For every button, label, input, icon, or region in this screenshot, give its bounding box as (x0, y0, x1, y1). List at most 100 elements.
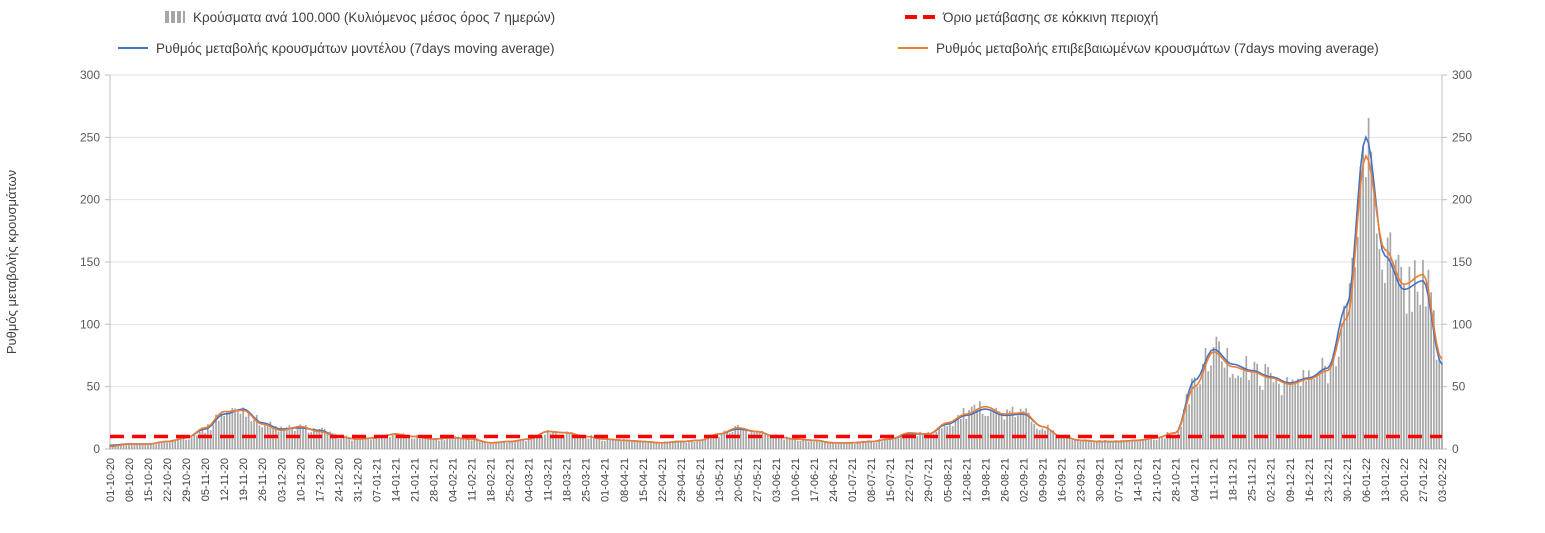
bar (805, 439, 807, 449)
bar (359, 439, 361, 449)
bar (992, 410, 995, 449)
bar (342, 435, 345, 449)
bar (1408, 266, 1411, 449)
bar (438, 440, 440, 449)
bar (701, 439, 704, 449)
bar (329, 431, 332, 449)
bar (807, 441, 810, 449)
x-tick-label: 27-05-21 (752, 458, 764, 502)
bar (1329, 362, 1332, 449)
bar (253, 419, 255, 449)
bar (277, 431, 280, 449)
bar (258, 425, 261, 449)
x-tick-label: 20-05-21 (733, 458, 745, 502)
bar (1422, 259, 1424, 449)
bar (696, 441, 699, 449)
bar (799, 440, 802, 449)
x-tick-label: 25-02-21 (505, 458, 517, 502)
bar (394, 434, 397, 449)
bar (473, 438, 476, 449)
bar (1435, 359, 1438, 449)
bar (177, 439, 179, 449)
bar (1250, 371, 1253, 449)
x-tick-label: 23-12-21 (1323, 458, 1335, 502)
bar (530, 439, 533, 449)
bar (685, 442, 688, 449)
bar (1036, 428, 1038, 449)
x-tick-label: 06-01-22 (1361, 458, 1373, 502)
bar (315, 431, 318, 449)
bar (125, 443, 128, 449)
x-tick-label: 29-07-21 (923, 458, 935, 502)
bar (960, 418, 962, 449)
bar (563, 435, 565, 449)
bar (783, 439, 786, 449)
bar (1237, 375, 1239, 449)
bar (1294, 381, 1297, 449)
bar (1030, 421, 1033, 449)
bar (1109, 441, 1112, 449)
bar (139, 443, 141, 449)
bar (973, 404, 976, 449)
bar (160, 442, 163, 449)
x-tick-label: 11-03-21 (543, 458, 555, 501)
bar (1234, 378, 1237, 449)
bar (1267, 367, 1269, 449)
bar (900, 435, 902, 449)
bar (660, 443, 663, 449)
bar (236, 410, 239, 449)
bar (1104, 440, 1106, 449)
bar (1038, 429, 1041, 449)
x-tick-label: 10-12-20 (295, 458, 307, 502)
model-line (109, 135, 1443, 447)
x-tick-label: 19-08-21 (980, 458, 992, 502)
bar (1114, 440, 1117, 449)
bar (1098, 440, 1101, 449)
bar (867, 440, 870, 449)
bar (932, 433, 935, 449)
bar (1131, 441, 1133, 449)
bar (758, 431, 761, 449)
bar (1381, 269, 1384, 449)
bar (1147, 438, 1150, 449)
y-tick-label-right: 50 (1452, 380, 1466, 394)
x-tick-label: 28-01-21 (429, 458, 441, 502)
bar (294, 431, 296, 449)
bar (1196, 386, 1199, 449)
bar (1071, 440, 1074, 449)
bar (234, 408, 236, 449)
x-tick-label: 21-10-21 (1152, 458, 1164, 502)
bar (402, 433, 405, 449)
bar (408, 437, 410, 449)
bar (1166, 431, 1169, 449)
bar (432, 439, 435, 449)
bar (397, 435, 399, 449)
bar (1229, 377, 1231, 449)
bar (688, 442, 690, 449)
bar (1305, 381, 1307, 449)
bar (930, 433, 932, 449)
bar (647, 442, 650, 449)
bar (196, 435, 198, 449)
bar (612, 438, 614, 449)
bar (1025, 408, 1027, 449)
bar (1318, 373, 1321, 449)
bar (1049, 430, 1052, 449)
bar (1359, 166, 1362, 449)
bar (609, 439, 612, 449)
bar (897, 436, 900, 449)
x-tick-label: 07-01-21 (371, 458, 383, 502)
bar (337, 438, 340, 449)
y-tick-label-right: 250 (1452, 130, 1472, 144)
x-tick-label: 19-11-20 (238, 458, 250, 501)
bar (981, 413, 984, 449)
bar (728, 432, 731, 449)
bar (348, 437, 351, 449)
bar (1161, 437, 1163, 449)
bar (1185, 393, 1188, 449)
bar (576, 436, 579, 449)
x-tick-label: 29-04-21 (676, 458, 688, 502)
bar (457, 436, 459, 449)
bar (1182, 409, 1185, 449)
bar (443, 440, 446, 449)
